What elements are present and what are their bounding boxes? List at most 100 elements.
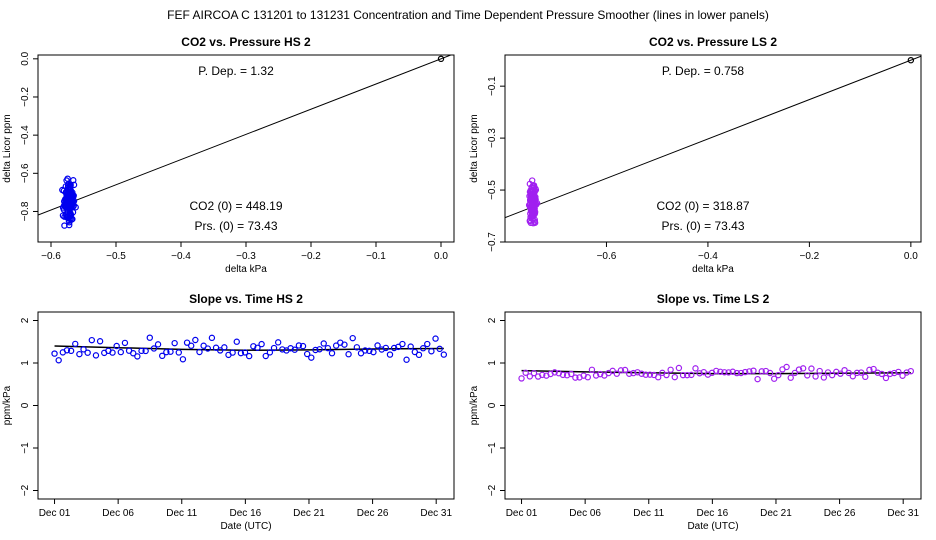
chart-panel-2: CO2 vs. Pressure LS 2 −0.6 −0.4 −0.2 0.0 −0.1… (469, 35, 922, 275)
data-point (717, 368, 724, 375)
data-point (428, 348, 435, 355)
data-point (117, 348, 124, 356)
annotation-pressure-dependence: P. Dep. = 0.758 (662, 64, 745, 78)
data-point (721, 369, 728, 376)
data-point (725, 369, 732, 376)
data-point (121, 339, 129, 347)
data-point (395, 343, 402, 351)
data-point (61, 199, 69, 207)
data-point (84, 349, 91, 356)
x-axis-label: Date (UTC) (687, 521, 738, 532)
plot-frame (504, 54, 922, 243)
data-point (175, 349, 182, 356)
data-point (907, 367, 915, 375)
x-tick-label: 0.0 (904, 251, 918, 262)
data-point (526, 180, 534, 188)
x-axis-label: delta kPa (225, 264, 267, 275)
y-tick-label: 2 (20, 317, 31, 323)
data-point (208, 334, 216, 342)
data-point (64, 213, 72, 221)
data-point (853, 369, 861, 377)
data-point (324, 344, 332, 352)
data-point (328, 349, 336, 357)
data-point (61, 222, 68, 229)
y-tick-label: −0.2 (20, 87, 31, 107)
data-point (262, 352, 269, 360)
data-point (903, 369, 910, 376)
y-tick-label: −2 (20, 484, 31, 496)
data-point (341, 341, 348, 348)
plot-frame (504, 311, 922, 500)
data-point (229, 349, 236, 356)
data-point (878, 370, 886, 378)
data-point (530, 369, 538, 377)
panel-title: Slope vs. Time HS 2 (189, 292, 303, 306)
y-axis-label: ppm/kPa (2, 385, 13, 425)
data-point (737, 369, 745, 377)
data-point (816, 367, 823, 375)
data-point (613, 370, 620, 377)
y-tick-label: −0.1 (487, 76, 498, 96)
data-point (308, 354, 315, 361)
data-point (551, 369, 558, 376)
data-point (200, 342, 207, 349)
x-tick-label: Dec 11 (166, 508, 197, 519)
data-point (361, 347, 369, 354)
data-point (862, 373, 869, 381)
panel-title: Slope vs. Time LS 2 (657, 292, 770, 306)
data-point (895, 368, 902, 376)
x-tick-label: Dec 16 (697, 508, 729, 519)
data-point (584, 374, 591, 381)
data-point (171, 339, 178, 347)
y-tick-label: −0.6 (20, 163, 31, 183)
data-point (436, 345, 443, 353)
data-point (588, 366, 596, 374)
data-point (72, 204, 79, 211)
data-point (51, 350, 58, 357)
data-point (403, 356, 410, 363)
data-point (70, 181, 78, 189)
data-point (530, 211, 538, 219)
data-point (245, 352, 253, 360)
data-point (866, 366, 873, 374)
data-point (76, 350, 83, 358)
data-point (530, 191, 537, 198)
x-tick-label: Dec 01 (39, 508, 71, 519)
data-point (163, 348, 170, 356)
x-axis-label: Date (UTC) (220, 521, 271, 532)
chart-panel-1: CO2 vs. Pressure HS 2 −0.6 −0.5 −0.4 −0.3 −0.… (2, 35, 455, 275)
data-point (870, 365, 877, 373)
data-point (424, 340, 431, 348)
data-point (804, 372, 811, 379)
y-axis-label: ppm/kPa (469, 385, 480, 425)
y-tick-label: −0.3 (487, 128, 498, 148)
data-point (237, 349, 245, 357)
data-point (770, 375, 778, 382)
x-tick-label: Dec 11 (633, 508, 664, 519)
data-point (828, 371, 836, 379)
data-point (274, 339, 282, 346)
data-point (142, 347, 149, 355)
x-tick-label: Dec 26 (357, 508, 389, 519)
data-point (353, 344, 361, 351)
data-point (820, 374, 828, 381)
data-point (522, 369, 529, 376)
x-tick-label: −0.2 (301, 251, 321, 262)
data-point (67, 347, 75, 355)
y-axis-label: delta Licor ppm (469, 114, 480, 182)
data-point (642, 371, 649, 378)
data-point (857, 369, 865, 376)
x-tick-label: Dec 21 (760, 508, 792, 519)
x-tick-label: −0.6 (597, 251, 617, 262)
data-point (233, 338, 240, 345)
data-point (113, 342, 120, 350)
data-point (617, 367, 625, 374)
data-point (66, 187, 73, 194)
data-point (592, 372, 600, 379)
fit-line (38, 55, 453, 216)
data-point (183, 339, 191, 346)
data-point (55, 357, 62, 364)
data-point (882, 374, 890, 382)
x-tick-label: Dec 31 (887, 508, 919, 519)
